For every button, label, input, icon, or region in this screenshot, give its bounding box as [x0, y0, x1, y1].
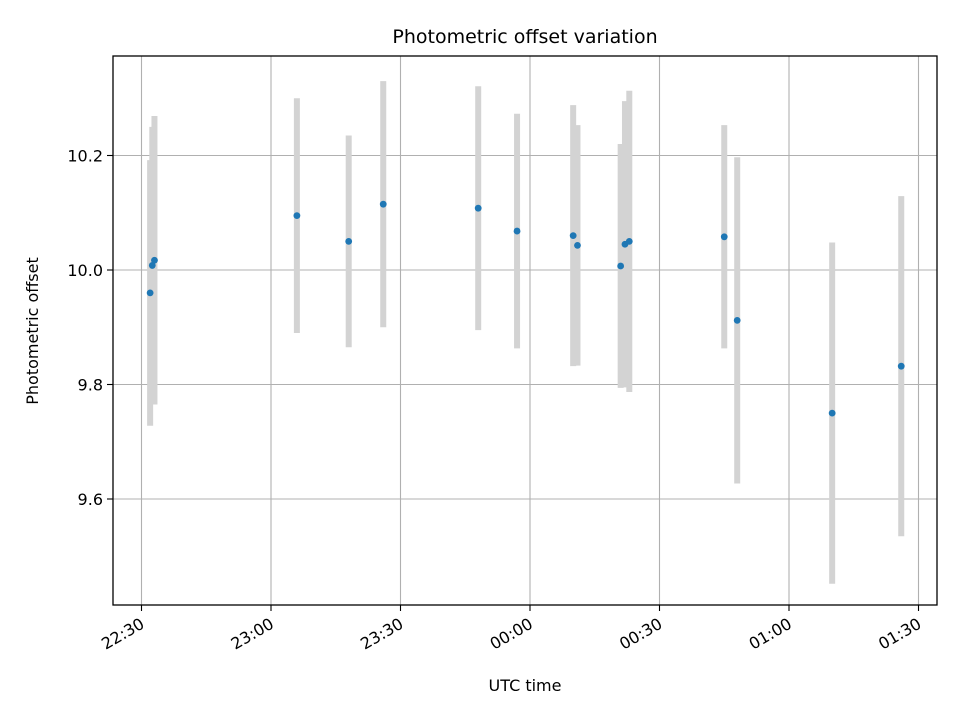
data-point	[146, 289, 154, 297]
y-tick-label: 10.2	[67, 147, 103, 166]
data-point	[474, 204, 482, 212]
x-tick-label: 00:00	[487, 614, 536, 654]
data-point	[151, 256, 158, 264]
y-tick-label: 10.0	[67, 261, 103, 280]
y-axis-ticks: 9.6 9.8 10.0 10.2	[67, 147, 113, 509]
data-point	[733, 316, 741, 324]
plot-frame	[112, 55, 938, 606]
chart-title: Photometric offset variation	[392, 26, 657, 48]
data-point	[513, 227, 521, 235]
x-tick-label: 01:00	[746, 614, 795, 654]
data-point	[345, 237, 353, 245]
data-point	[293, 212, 301, 220]
data-points	[146, 200, 905, 417]
data-point	[569, 232, 577, 240]
y-tick-label: 9.8	[78, 376, 103, 395]
x-tick-label: 23:00	[228, 614, 277, 654]
x-axis-ticks: 22:30 23:00 23:30 00:00 00:30 01:00 01:30	[98, 605, 925, 654]
x-tick-label: 23:30	[357, 614, 406, 654]
y-tick-label: 9.6	[78, 490, 103, 509]
x-tick-label: 00:30	[616, 614, 665, 654]
data-point	[897, 362, 905, 370]
x-tick-label: 01:30	[875, 614, 924, 654]
data-point	[828, 409, 836, 417]
x-tick-label: 22:30	[98, 614, 147, 654]
data-point	[379, 200, 387, 208]
grid	[113, 56, 937, 605]
y-axis-label: Photometric offset	[23, 257, 42, 405]
data-point	[617, 262, 625, 270]
data-point	[625, 237, 633, 245]
data-point	[720, 233, 728, 241]
data-point	[574, 241, 581, 249]
data-point	[148, 262, 156, 269]
x-axis-label: UTC time	[489, 676, 562, 695]
